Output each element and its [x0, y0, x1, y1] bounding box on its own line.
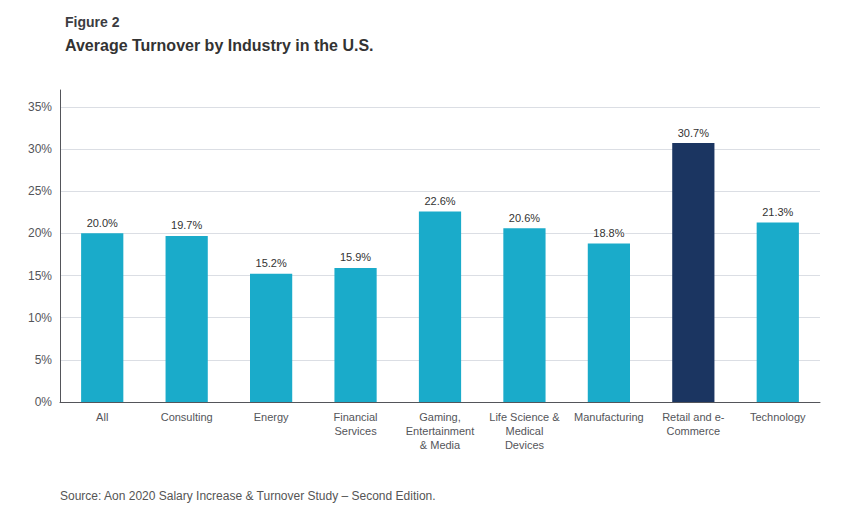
svg-text:Manufacturing: Manufacturing: [574, 411, 644, 423]
svg-text:5%: 5%: [35, 353, 53, 367]
svg-text:21.3%: 21.3%: [762, 206, 793, 218]
svg-text:20%: 20%: [28, 226, 52, 240]
svg-text:Energy: Energy: [254, 411, 289, 423]
svg-text:0%: 0%: [35, 395, 53, 409]
svg-text:20.0%: 20.0%: [87, 217, 118, 229]
svg-text:15.9%: 15.9%: [340, 251, 371, 263]
svg-text:Figure 2: Figure 2: [65, 14, 120, 30]
svg-text:30%: 30%: [28, 142, 52, 156]
svg-text:Gaming,: Gaming,: [419, 411, 461, 423]
svg-text:Financial: Financial: [334, 411, 378, 423]
svg-text:35%: 35%: [28, 100, 52, 114]
svg-text:30.7%: 30.7%: [678, 127, 709, 139]
svg-text:Source: Aon 2020 Salary Increa: Source: Aon 2020 Salary Increase & Turno…: [60, 489, 436, 503]
svg-text:25%: 25%: [28, 184, 52, 198]
svg-text:10%: 10%: [28, 311, 52, 325]
svg-text:15%: 15%: [28, 269, 52, 283]
svg-text:Medical: Medical: [505, 425, 543, 437]
svg-text:Consulting: Consulting: [161, 411, 213, 423]
svg-text:19.7%: 19.7%: [171, 219, 202, 231]
svg-text:Entertainment: Entertainment: [406, 425, 474, 437]
svg-text:Life Science &: Life Science &: [489, 411, 560, 423]
svg-text:Technology: Technology: [750, 411, 806, 423]
svg-text:18.8%: 18.8%: [593, 227, 624, 239]
svg-text:All: All: [96, 411, 108, 423]
svg-text:& Media: & Media: [420, 439, 461, 451]
svg-text:Retail and e-: Retail and e-: [662, 411, 725, 423]
svg-text:22.6%: 22.6%: [424, 195, 455, 207]
svg-text:Devices: Devices: [505, 439, 545, 451]
svg-text:Commerce: Commerce: [666, 425, 720, 437]
svg-text:15.2%: 15.2%: [256, 257, 287, 269]
svg-text:Average Turnover by Industry i: Average Turnover by Industry in the U.S.: [65, 37, 374, 54]
svg-text:20.6%: 20.6%: [509, 212, 540, 224]
svg-text:Services: Services: [334, 425, 377, 437]
